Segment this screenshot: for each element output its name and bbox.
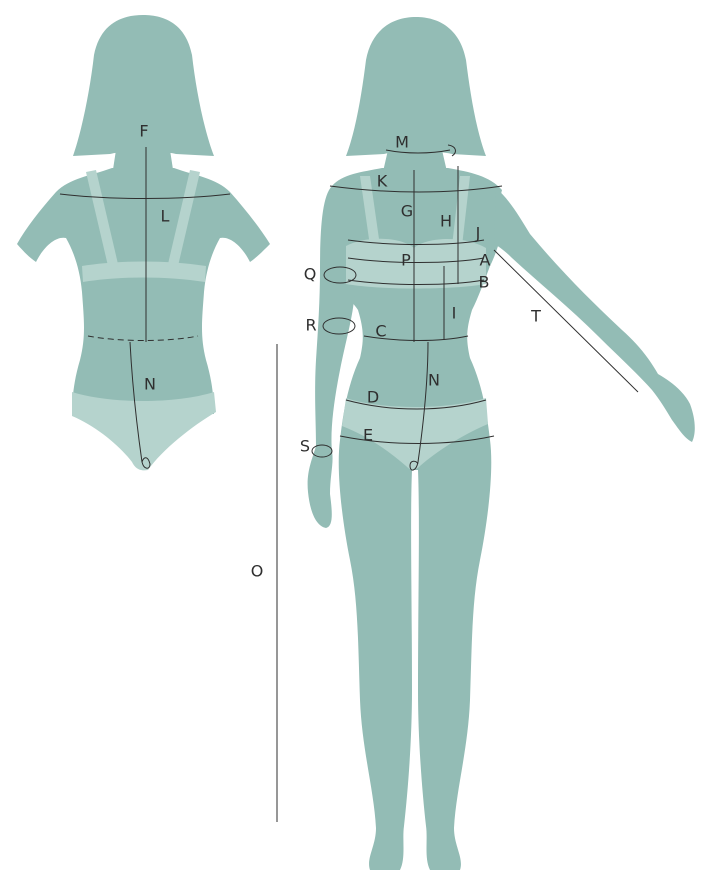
measure-c-line [363,335,469,341]
front-bra-cups [346,238,486,289]
front-hair [346,17,486,156]
back-bra-band [82,261,206,282]
label-r: R [305,316,316,335]
label-m: M [395,133,409,152]
measure-a-line [347,257,485,263]
label-i: I [452,304,457,323]
label-c: C [375,322,386,341]
label-h: H [440,212,452,231]
measure-r-loop [322,317,356,335]
back-hair [73,15,214,156]
front-bra-strap-left [360,176,380,246]
back-bra-strap-left [86,170,118,266]
front-left-arm [307,186,355,528]
back-view-figure: F L N [17,15,270,471]
measure-b-line [347,279,485,285]
back-bra-strap-right [168,170,200,266]
label-j: J [475,224,481,243]
label-k: K [377,172,388,191]
label-t: T [530,307,541,326]
measure-m-neck-loop [447,144,456,157]
front-underwear [342,398,488,470]
front-torso-and-legs [327,168,502,870]
measure-e-line [339,435,495,444]
measure-t-line [493,249,639,393]
label-b: B [479,273,490,292]
measure-n-front-line [409,341,429,471]
label-g: G [401,202,413,221]
back-label-n: N [144,375,156,394]
measure-s-loop [311,444,333,458]
label-d: D [367,388,379,407]
label-a: A [480,251,491,270]
measure-q-loop [323,266,357,284]
label-n-front: N [428,371,440,390]
back-underwear [72,392,216,471]
label-q: Q [304,265,317,284]
measure-j-line [347,239,485,245]
measure-d-line [345,399,487,410]
back-label-f: F [139,122,148,141]
label-o: O [251,562,264,581]
back-torso [17,168,270,414]
front-bra-strap-right [452,176,470,246]
front-view-figure: M K G H J A P B Q I R C N D E S T O [251,17,695,870]
measure-m-line [385,149,451,154]
label-e: E [363,426,373,445]
back-measure-l-line [59,193,231,199]
measure-k-line [329,185,503,193]
label-p: P [401,251,411,270]
back-label-l: L [161,207,170,226]
back-measure-n-line [129,341,151,469]
front-right-arm [494,188,695,442]
back-waist-dashed-line [87,335,199,341]
label-s: S [300,437,310,456]
